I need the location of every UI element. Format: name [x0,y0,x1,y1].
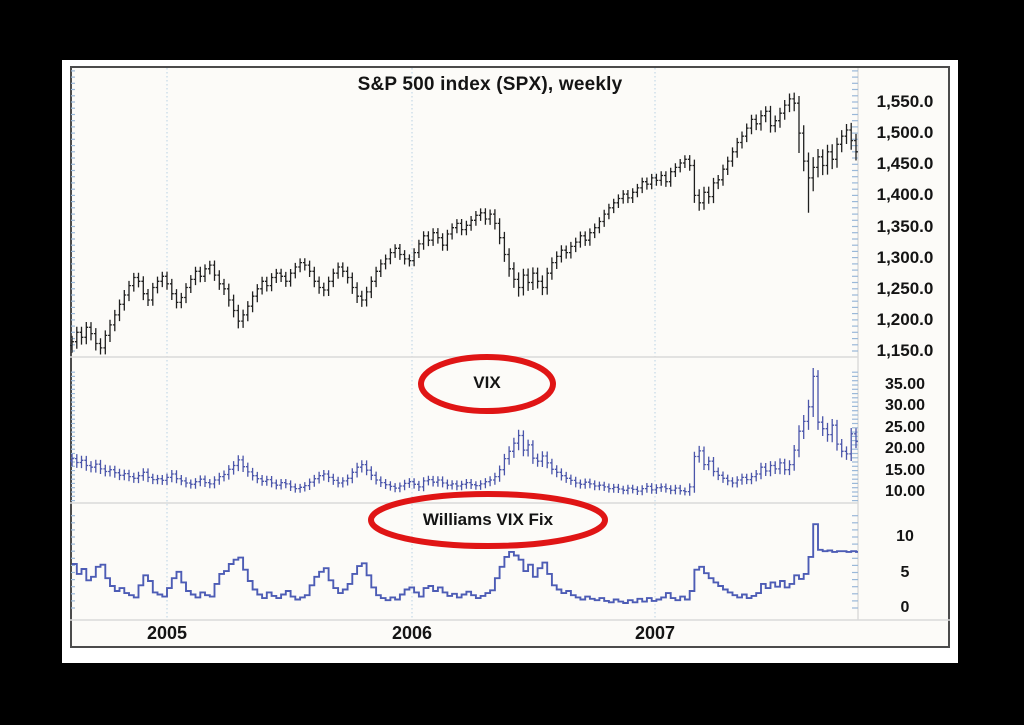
spx-y-tick-label: 1,450.0 [876,154,934,174]
wvf-panel-label: Williams VIX Fix [422,510,554,529]
vix-y-tick-label: 10.00 [884,483,926,500]
x-year-label: 2007 [634,623,676,643]
spx-y-tick-label: 1,350.0 [876,216,934,236]
spx-y-tick-label: 1,500.0 [876,123,934,143]
spx-y-tick-label: 1,200.0 [876,309,934,329]
vix-panel-label: VIX [473,373,501,392]
vix-y-tick-label: 30.00 [884,397,926,415]
x-year-label: 2006 [391,623,433,643]
chart-title: S&P 500 index (SPX), weekly [357,74,623,95]
wvf-y-tick-label: 5 [900,563,910,581]
spx-y-tick-label: 1,300.0 [876,247,934,267]
wvf-y-tick-label: 10 [896,528,914,545]
vix-y-tick-label: 35.00 [884,376,926,393]
spx-y-tick-label: 1,400.0 [876,185,934,205]
spx-y-tick-label: 1,250.0 [876,278,934,298]
spx-y-tick-label: 1,550.0 [876,92,934,111]
vix-y-tick-label: 20.00 [884,440,926,458]
wvf-y-tick-label: 0 [900,599,910,616]
x-year-label: 2005 [146,623,188,643]
spx-y-tick-label: 1,150.0 [876,341,934,360]
vix-y-tick-label: 15.00 [884,461,926,479]
vix-y-tick-label: 25.00 [884,418,926,436]
